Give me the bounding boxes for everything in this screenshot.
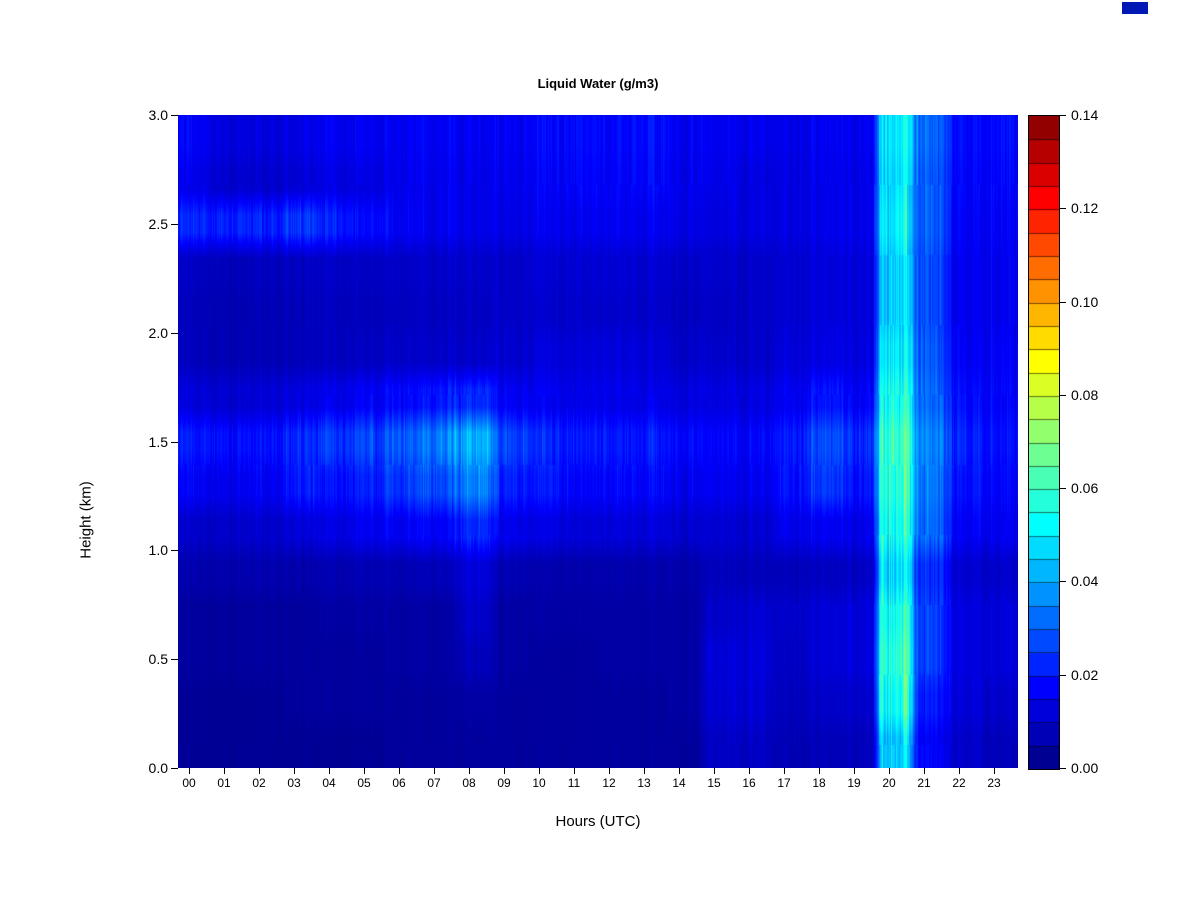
colorbar-tick-label: 0.02 bbox=[1071, 667, 1099, 683]
x-tick-mark bbox=[679, 768, 680, 774]
x-tick-mark bbox=[819, 768, 820, 774]
x-tick-label: 08 bbox=[462, 776, 476, 790]
y-tick-label: 3.0 bbox=[148, 107, 168, 123]
x-tick-label: 23 bbox=[987, 776, 1001, 790]
colorbar-tick-mark bbox=[1060, 768, 1066, 769]
y-tick-label: 0.0 bbox=[148, 760, 168, 776]
x-tick-mark bbox=[329, 768, 330, 774]
x-tick-label: 20 bbox=[882, 776, 896, 790]
x-tick-label: 11 bbox=[567, 776, 581, 790]
x-tick-label: 05 bbox=[357, 776, 371, 790]
x-tick-label: 00 bbox=[182, 776, 196, 790]
colorbar-tick-mark bbox=[1060, 581, 1066, 582]
y-tick-mark bbox=[171, 333, 178, 334]
x-tick-mark bbox=[259, 768, 260, 774]
x-tick-mark bbox=[644, 768, 645, 774]
x-tick-mark bbox=[854, 768, 855, 774]
x-tick-label: 07 bbox=[427, 776, 441, 790]
x-tick-label: 12 bbox=[602, 776, 616, 790]
colorbar-tick-mark bbox=[1060, 115, 1066, 116]
colorbar-tick-mark bbox=[1060, 395, 1066, 396]
y-tick-mark bbox=[171, 768, 178, 769]
colorbar-tick-mark bbox=[1060, 488, 1066, 489]
x-tick-mark bbox=[224, 768, 225, 774]
x-tick-mark bbox=[609, 768, 610, 774]
y-tick-mark bbox=[171, 224, 178, 225]
y-tick-label: 2.5 bbox=[148, 216, 168, 232]
corner-swatch bbox=[1122, 2, 1148, 14]
x-tick-label: 16 bbox=[742, 776, 756, 790]
x-tick-mark bbox=[364, 768, 365, 774]
x-tick-mark bbox=[574, 768, 575, 774]
x-tick-mark bbox=[994, 768, 995, 774]
colorbar-tick-label: 0.12 bbox=[1071, 200, 1099, 216]
y-axis-title: Height (km) bbox=[77, 481, 95, 559]
y-tick-label: 1.5 bbox=[148, 434, 168, 450]
x-tick-label: 19 bbox=[847, 776, 861, 790]
x-tick-mark bbox=[189, 768, 190, 774]
colorbar bbox=[1028, 115, 1060, 770]
heatmap-canvas bbox=[178, 115, 1018, 768]
colorbar-tick-label: 0.14 bbox=[1071, 107, 1099, 123]
colorbar-tick-label: 0.08 bbox=[1071, 387, 1099, 403]
x-tick-mark bbox=[889, 768, 890, 774]
y-tick-mark bbox=[171, 115, 178, 116]
x-tick-mark bbox=[504, 768, 505, 774]
colorbar-tick-label: 0.06 bbox=[1071, 480, 1099, 496]
x-tick-label: 06 bbox=[392, 776, 406, 790]
x-tick-mark bbox=[714, 768, 715, 774]
y-tick-label: 2.0 bbox=[148, 325, 168, 341]
x-tick-mark bbox=[784, 768, 785, 774]
x-axis-title: Hours (UTC) bbox=[555, 813, 641, 830]
x-tick-label: 22 bbox=[952, 776, 966, 790]
x-tick-label: 09 bbox=[497, 776, 511, 790]
x-tick-label: 10 bbox=[532, 776, 546, 790]
x-tick-label: 14 bbox=[672, 776, 686, 790]
x-tick-label: 15 bbox=[707, 776, 721, 790]
y-tick-mark bbox=[171, 442, 178, 443]
colorbar-tick-mark bbox=[1060, 302, 1066, 303]
y-tick-mark bbox=[171, 550, 178, 551]
y-tick-label: 1.0 bbox=[148, 542, 168, 558]
y-tick-label: 0.5 bbox=[148, 651, 168, 667]
x-tick-mark bbox=[539, 768, 540, 774]
x-tick-label: 01 bbox=[217, 776, 231, 790]
x-tick-label: 18 bbox=[812, 776, 826, 790]
colorbar-tick-label: 0.00 bbox=[1071, 760, 1099, 776]
x-tick-mark bbox=[294, 768, 295, 774]
x-tick-mark bbox=[434, 768, 435, 774]
x-tick-mark bbox=[959, 768, 960, 774]
x-tick-label: 03 bbox=[287, 776, 301, 790]
x-tick-label: 17 bbox=[777, 776, 791, 790]
chart-title: Liquid Water (g/m3) bbox=[537, 76, 659, 91]
y-tick-mark bbox=[171, 659, 178, 660]
x-tick-mark bbox=[749, 768, 750, 774]
x-tick-label: 04 bbox=[322, 776, 336, 790]
colorbar-tick-mark bbox=[1060, 675, 1066, 676]
x-tick-label: 21 bbox=[917, 776, 931, 790]
colorbar-tick-label: 0.10 bbox=[1071, 294, 1099, 310]
colorbar-tick-mark bbox=[1060, 208, 1066, 209]
x-tick-label: 13 bbox=[637, 776, 651, 790]
x-tick-mark bbox=[399, 768, 400, 774]
x-tick-label: 02 bbox=[252, 776, 266, 790]
colorbar-tick-label: 0.04 bbox=[1071, 573, 1099, 589]
x-tick-mark bbox=[924, 768, 925, 774]
x-tick-mark bbox=[469, 768, 470, 774]
